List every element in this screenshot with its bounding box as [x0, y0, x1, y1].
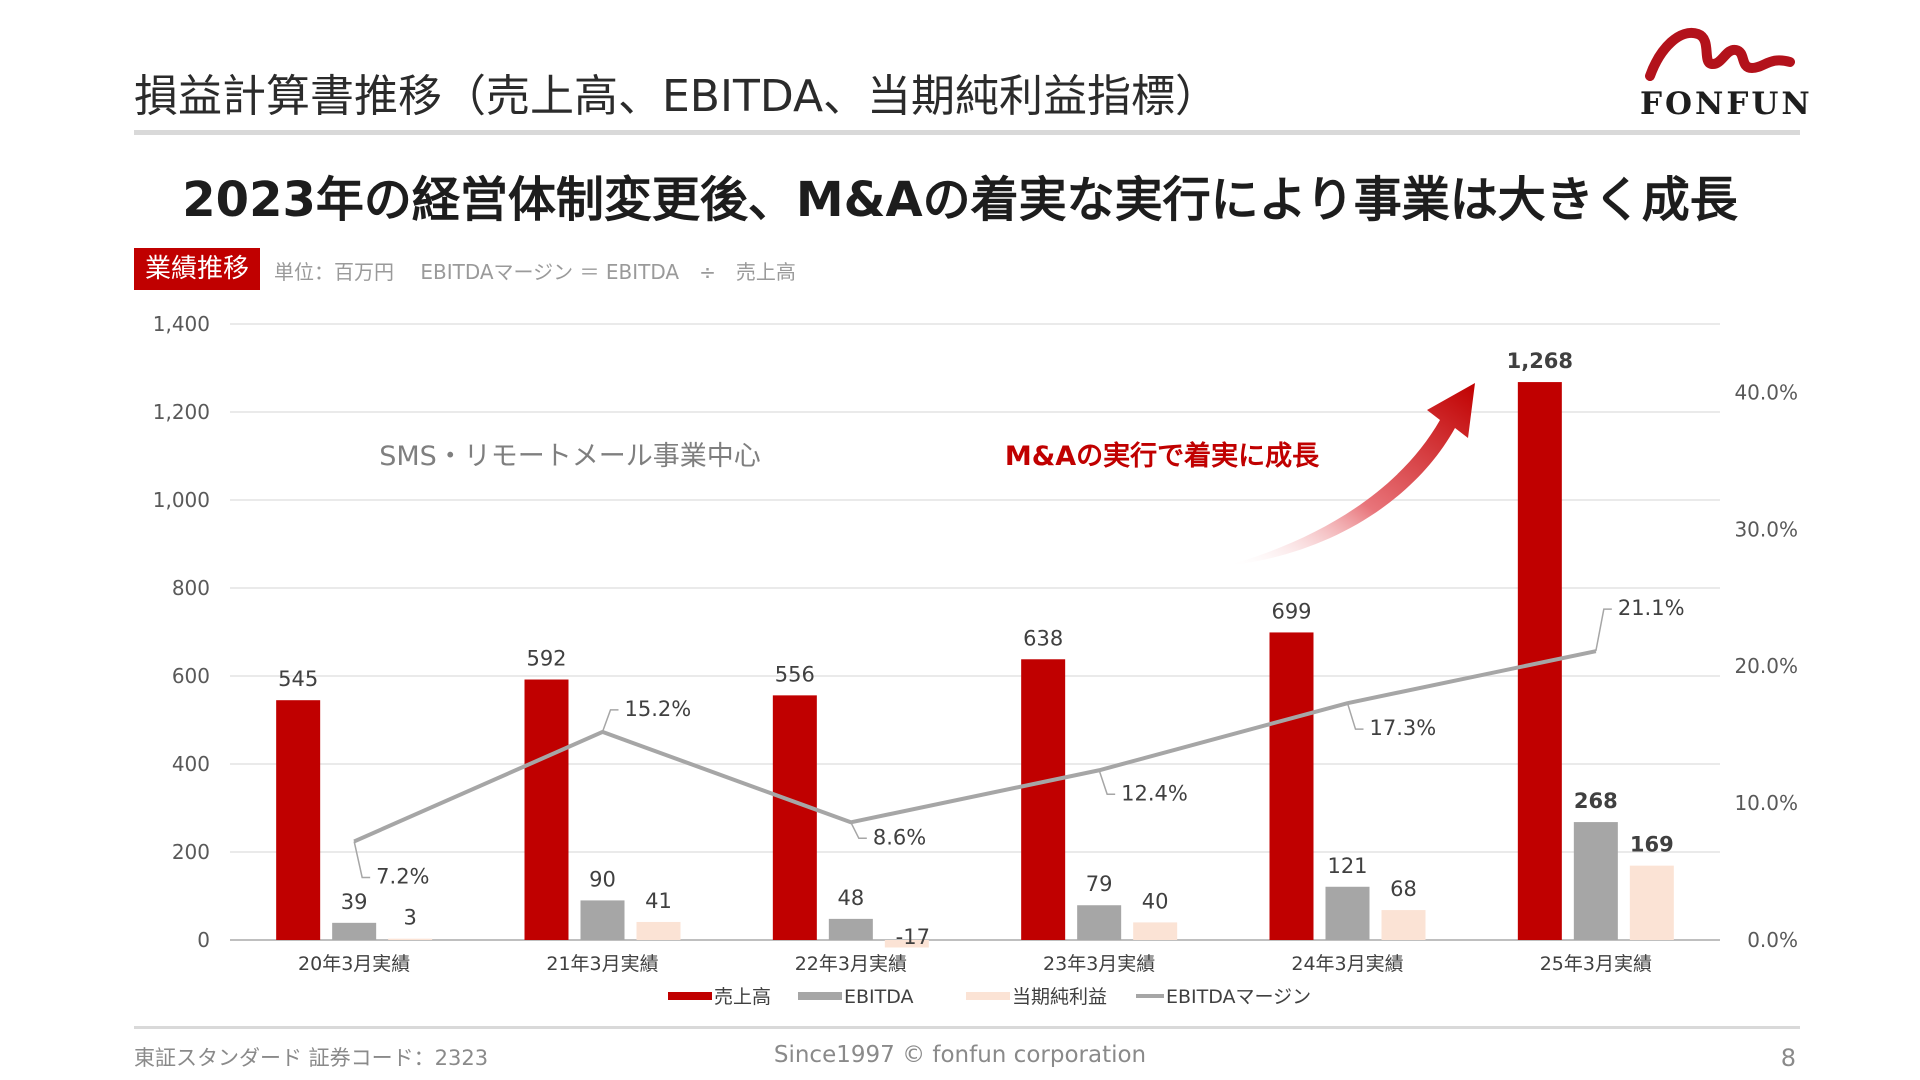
net-income-bar-label: 41 — [645, 889, 672, 913]
ebitda-bar — [1573, 822, 1618, 940]
legend-swatch — [798, 992, 842, 1000]
axes: 0 200 400 600 800 1,000 1,200 1,400 0.0% 10.0% 20.… — [153, 312, 1798, 975]
margin-label: 12.4% — [1121, 781, 1188, 805]
margin-line-path — [353, 649, 1597, 844]
legend-label: 売上高 — [714, 986, 771, 1008]
left-axis-tick: 600 — [172, 664, 210, 688]
right-axis-tick: 40.0% — [1734, 380, 1798, 404]
revenue-bar — [1269, 632, 1314, 940]
category-label: 24年3月実績 — [1291, 953, 1403, 975]
net-income-bar — [1629, 865, 1674, 940]
left-axis-tick: 0 — [197, 928, 210, 952]
margin-label: 15.2% — [625, 697, 692, 721]
logo-text: FONFUN — [1640, 86, 1813, 122]
stock-code: 東証スタンダード 証券コード：2323 — [134, 1046, 489, 1070]
legend-swatch — [966, 992, 1010, 1000]
category-label: 21年3月実績 — [546, 953, 658, 975]
revenue-bar — [524, 679, 569, 940]
category-label: 23年3月実績 — [1043, 953, 1155, 975]
page-number: 8 — [1780, 1044, 1796, 1072]
revenue-bar-label: 699 — [1271, 599, 1311, 623]
title-divider — [134, 130, 1800, 135]
ebitda-bar — [1077, 905, 1122, 940]
slide-title: 損益計算書推移（売上高、EBITDA、当期純利益指標） — [134, 71, 1220, 122]
ebitda-bar-label: 39 — [341, 890, 368, 914]
revenue-bar-label: 1,268 — [1507, 349, 1573, 373]
revenue-bar-label: 638 — [1023, 626, 1063, 650]
legend-label: EBITDAマージン — [1166, 986, 1311, 1008]
right-axis-tick: 0.0% — [1747, 928, 1798, 952]
category-label: 22年3月実績 — [795, 953, 907, 975]
growth-arrow — [1225, 383, 1475, 566]
net-income-bar — [884, 940, 929, 948]
right-axis-tick: 20.0% — [1734, 654, 1798, 678]
fonfun-logo: FONFUN — [1640, 18, 1813, 123]
ebitda-bar-label: 90 — [589, 867, 616, 891]
revenue-bar — [772, 695, 817, 940]
section-tag: 業績推移 — [134, 248, 260, 290]
unit-note: 単位：百万円 EBITDAマージン ＝ EBITDA ÷ 売上高 — [274, 260, 796, 284]
margin-line — [353, 608, 1612, 879]
net-income-bar — [636, 921, 681, 940]
ebitda-bar-label: 79 — [1086, 872, 1113, 896]
logo-swoosh-icon — [1645, 27, 1795, 81]
headline: 2023年の経営体制変更後、M&Aの着実な実行により事業は大きく成長 — [182, 172, 1738, 228]
right-axis-tick: 30.0% — [1734, 517, 1798, 541]
margin-leader-line — [1098, 770, 1116, 796]
left-axis-tick: 1,400 — [153, 312, 210, 336]
net-income-bar — [1381, 910, 1426, 940]
legend-label: EBITDA — [844, 986, 914, 1008]
margin-label: 17.3% — [1370, 716, 1437, 740]
revenue-bar-label: 545 — [278, 667, 318, 691]
net-income-bar-label: 3 — [403, 906, 416, 930]
margin-leader-line — [353, 841, 371, 879]
category-label: 25年3月実績 — [1540, 953, 1652, 975]
bars — [276, 382, 1674, 948]
revenue-bar — [1021, 659, 1066, 940]
net-income-bar — [388, 938, 433, 940]
ebitda-bar-label: 48 — [837, 886, 864, 910]
data-labels: 545 592 556 638 699 1,268 39 90 48 79 121 268 3 41 -17… — [278, 349, 1684, 949]
margin-label: 7.2% — [376, 864, 429, 888]
gridlines — [230, 323, 1720, 941]
right-axis-tick: 10.0% — [1734, 791, 1798, 815]
ebitda-bar — [828, 918, 873, 940]
legend-label: 当期純利益 — [1012, 986, 1107, 1008]
margin-label: 21.1% — [1618, 596, 1685, 620]
legend: 売上高 EBITDA 当期純利益 EBITDAマージン — [668, 986, 1311, 1008]
net-income-bar — [1133, 922, 1178, 940]
ebitda-bar — [1325, 886, 1370, 940]
margin-leader-line — [850, 821, 867, 840]
margin-leader-line — [601, 709, 619, 733]
net-income-bar-label: -17 — [896, 925, 930, 949]
revenue-bar-label: 556 — [775, 662, 815, 686]
left-annotation: SMS・リモートメール事業中心 — [379, 441, 761, 472]
copyright: Since1997 © fonfun corporation — [773, 1042, 1147, 1068]
revenue-bar-label: 592 — [526, 647, 566, 671]
growth-annotation: M&Aの実行で着実に成長 — [1005, 440, 1320, 472]
net-income-bar-label: 40 — [1142, 889, 1169, 913]
margin-label: 8.6% — [873, 825, 926, 849]
left-axis-tick: 1,200 — [153, 400, 210, 424]
margin-leader-line — [1595, 608, 1612, 652]
footer-divider — [134, 1026, 1800, 1029]
ebitda-bar-label: 121 — [1327, 854, 1367, 878]
net-income-bar-label: 68 — [1390, 877, 1417, 901]
legend-swatch — [668, 992, 712, 1000]
ebitda-bar-label: 268 — [1574, 789, 1618, 813]
revenue-bar — [276, 700, 321, 940]
performance-chart: 0 200 400 600 800 1,000 1,200 1,400 0.0% 10.0% 20.… — [153, 312, 1798, 1008]
left-axis-tick: 200 — [172, 840, 210, 864]
net-income-bar-label: 169 — [1630, 833, 1674, 857]
left-axis-tick: 1,000 — [153, 488, 210, 512]
left-axis-tick: 400 — [172, 752, 210, 776]
margin-leader-line — [1346, 702, 1364, 730]
ebitda-bar — [332, 922, 377, 940]
left-axis-tick: 800 — [172, 576, 210, 600]
ebitda-bar — [580, 900, 625, 940]
category-label: 20年3月実績 — [298, 953, 410, 975]
